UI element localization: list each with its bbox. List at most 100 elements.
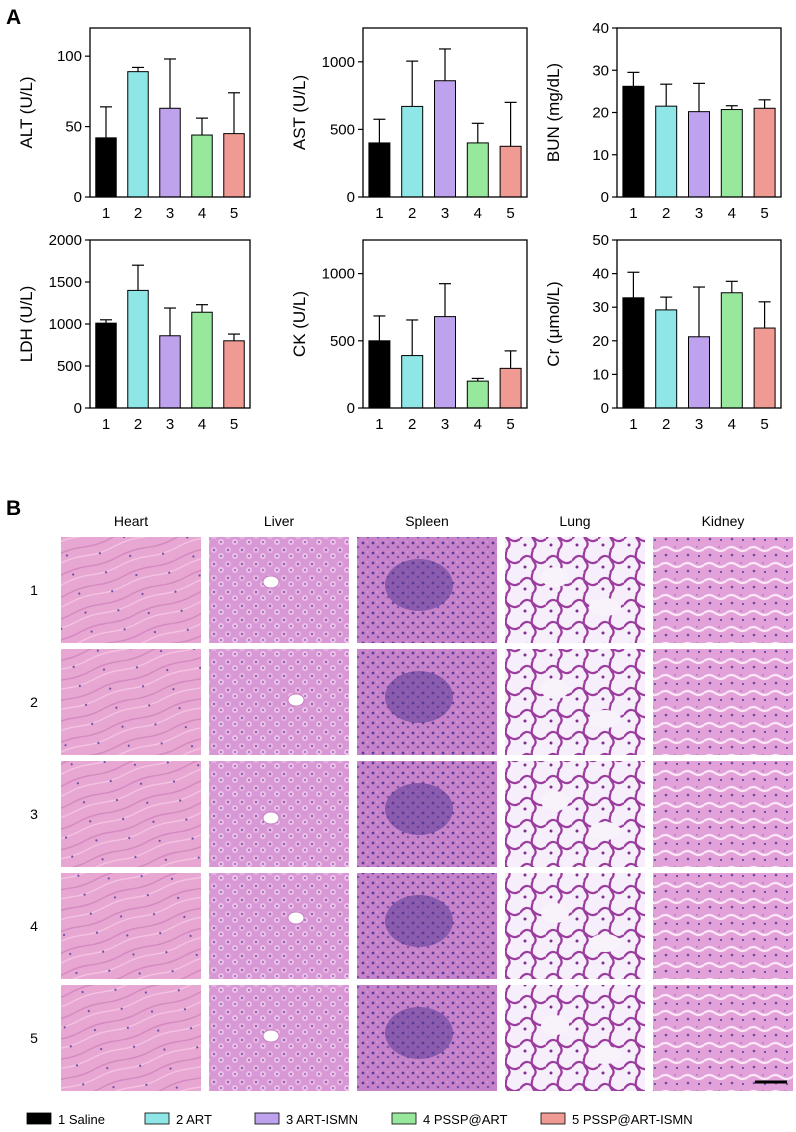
legend: 1 Saline 2 ART 3 ART-ISMN 4 PSSP@ART 5 PSSP@… bbox=[26, 1112, 693, 1127]
y-axis-label: AST (U/L) bbox=[290, 75, 309, 150]
histology-image bbox=[209, 649, 349, 755]
bar bbox=[655, 105, 678, 198]
y-tick-label: 20 bbox=[592, 333, 609, 350]
histology-grid: Heart Liver Spleen Lung Kidney 1 2 3 4 5 bbox=[30, 513, 793, 1091]
tissue-texture bbox=[61, 537, 201, 643]
tissue-texture bbox=[209, 649, 349, 755]
legend-label: 3 ART-ISMN bbox=[286, 1112, 358, 1127]
bar bbox=[127, 289, 149, 409]
tissue-texture bbox=[653, 537, 793, 643]
y-tick-label: 10 bbox=[592, 147, 609, 164]
tissue-texture bbox=[653, 985, 793, 1091]
x-tick-label: 5 bbox=[506, 416, 514, 433]
bar bbox=[191, 311, 213, 409]
alveolus bbox=[589, 598, 621, 616]
tissue-texture bbox=[653, 761, 793, 867]
y-tick-label: 40 bbox=[592, 20, 609, 37]
y-axis-label: CK (U/L) bbox=[290, 291, 309, 357]
x-tick-label: 5 bbox=[230, 205, 238, 222]
y-tick-label: 20 bbox=[592, 105, 609, 122]
y-tick-label: 1000 bbox=[322, 266, 355, 283]
tissue-texture bbox=[505, 537, 645, 643]
bar bbox=[466, 380, 489, 409]
bar bbox=[191, 134, 213, 198]
column-header: Liver bbox=[264, 513, 295, 529]
legend-swatch bbox=[144, 1112, 170, 1125]
legend-item: 4 PSSP@ART bbox=[391, 1112, 508, 1127]
row-label: 4 bbox=[30, 918, 38, 934]
white-pulp bbox=[385, 671, 453, 723]
column-header: Heart bbox=[114, 513, 148, 529]
legend-label: 5 PSSP@ART-ISMN bbox=[572, 1112, 693, 1127]
tissue-texture bbox=[505, 761, 645, 867]
plot-frame bbox=[362, 27, 528, 198]
white-pulp bbox=[385, 1007, 453, 1059]
y-tick-label: 40 bbox=[592, 266, 609, 283]
x-tick-label: 2 bbox=[662, 205, 670, 222]
y-tick-label: 30 bbox=[592, 299, 609, 316]
x-tick-label: 3 bbox=[441, 205, 449, 222]
plot-frame bbox=[616, 239, 782, 409]
legend-swatch bbox=[26, 1112, 52, 1125]
x-tick-label: 3 bbox=[166, 205, 174, 222]
histology-image bbox=[209, 761, 349, 867]
x-tick-label: 4 bbox=[474, 205, 482, 222]
x-tick-label: 3 bbox=[441, 416, 449, 433]
y-tick-label: 500 bbox=[330, 121, 355, 138]
legend-item: 3 ART-ISMN bbox=[254, 1112, 358, 1127]
histology-image bbox=[505, 761, 645, 867]
histology-image bbox=[61, 761, 201, 867]
bar-chart-3: 1 2 3 4 5 0 10 20 30 40 BUN (mg/dL) bbox=[544, 20, 782, 222]
bar bbox=[655, 309, 678, 409]
x-tick-label: 4 bbox=[728, 416, 736, 433]
y-tick-label: 2000 bbox=[49, 232, 82, 249]
histology-image bbox=[357, 761, 497, 867]
bar bbox=[401, 355, 424, 409]
alveolus bbox=[589, 710, 621, 728]
column-header: Kidney bbox=[702, 513, 745, 529]
plot-frame bbox=[362, 239, 528, 409]
y-tick-label: 10 bbox=[592, 366, 609, 383]
histology-image bbox=[61, 537, 201, 643]
alveolus bbox=[589, 822, 621, 840]
alveolus bbox=[589, 1046, 621, 1064]
y-axis-label: LDH (U/L) bbox=[17, 286, 36, 363]
x-tick-label: 2 bbox=[134, 416, 142, 433]
x-tick-label: 3 bbox=[695, 416, 703, 433]
histology-image bbox=[653, 985, 793, 1091]
bar bbox=[688, 111, 710, 198]
white-pulp bbox=[385, 783, 453, 835]
bar bbox=[368, 340, 391, 409]
tissue-texture bbox=[61, 985, 201, 1091]
column-header: Spleen bbox=[405, 513, 449, 529]
x-tick-label: 2 bbox=[408, 205, 416, 222]
x-tick-label: 2 bbox=[408, 416, 416, 433]
legend-item: 1 Saline bbox=[26, 1112, 105, 1127]
x-tick-label: 1 bbox=[629, 416, 637, 433]
histology-image bbox=[653, 537, 793, 643]
histology-image bbox=[61, 649, 201, 755]
bar bbox=[434, 80, 456, 198]
legend-swatch bbox=[254, 1112, 280, 1125]
legend-swatch bbox=[391, 1112, 417, 1125]
y-tick-label: 50 bbox=[592, 232, 609, 249]
alveolus bbox=[541, 1015, 569, 1035]
histology-image bbox=[61, 985, 201, 1091]
y-tick-label: 500 bbox=[330, 333, 355, 350]
row-label: 5 bbox=[30, 1030, 38, 1046]
x-tick-label: 3 bbox=[166, 416, 174, 433]
alveolus bbox=[541, 903, 569, 923]
x-tick-label: 2 bbox=[134, 205, 142, 222]
histology-image bbox=[505, 985, 645, 1091]
x-tick-label: 5 bbox=[760, 205, 768, 222]
central-vein bbox=[262, 811, 280, 825]
x-tick-label: 5 bbox=[230, 416, 238, 433]
central-vein bbox=[262, 1029, 280, 1043]
bar bbox=[223, 340, 245, 409]
row-label: 2 bbox=[30, 694, 38, 710]
x-tick-label: 5 bbox=[760, 416, 768, 433]
column-header: Lung bbox=[559, 513, 590, 529]
histology-image bbox=[357, 873, 497, 979]
histology-image bbox=[653, 873, 793, 979]
